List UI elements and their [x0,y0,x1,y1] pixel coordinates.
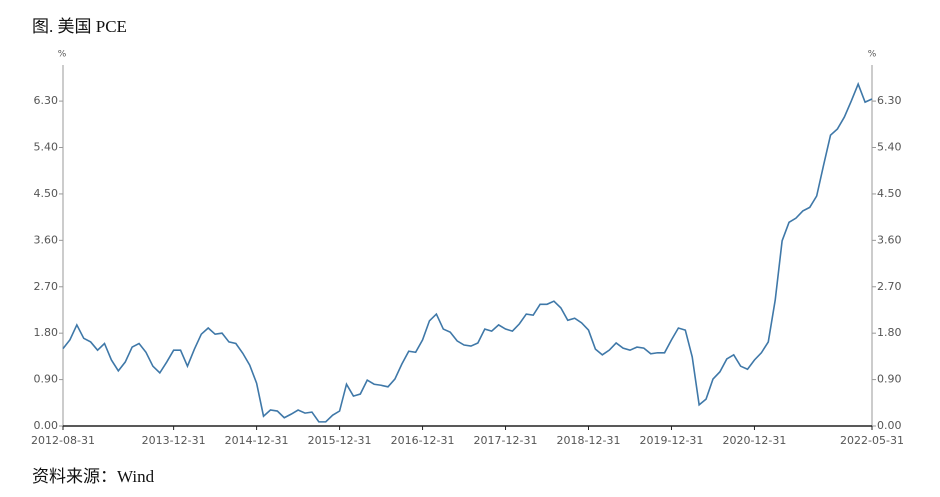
y-tick-label: 6.30 [34,94,59,107]
y2-tick-label: 4.50 [877,187,902,200]
line [62,81,873,423]
y2-tick-label: 0.00 [877,419,902,432]
x-tick-label: 2014-12-31 [225,434,289,447]
y2-unit: % [868,50,877,60]
x-tick-label: 2022-05-31 [840,434,904,447]
y-tick-label: 2.70 [34,280,59,293]
y2-tick-label: 6.30 [877,94,902,107]
x-tick-label: 2016-12-31 [391,434,455,447]
chart-title: 图. 美国 PCE [32,17,127,36]
y2-tick-label: 3.60 [877,233,902,246]
y2-tick-label: 1.80 [877,326,902,339]
x-tick-label: 2015-12-31 [308,434,372,447]
x-tick-label: 2020-12-31 [722,434,786,447]
y-tick-label: 0.90 [34,373,59,386]
y-tick-label: 0.00 [34,419,59,432]
y2-tick-label: 2.70 [877,280,902,293]
y2-tick-label: 0.90 [877,373,902,386]
y-unit: % [58,50,67,60]
y-tick-label: 1.80 [34,326,59,339]
y-tick-label: 3.60 [34,233,59,246]
y-tick-label: 5.40 [34,141,59,154]
x-tick-label: 2018-12-31 [557,434,621,447]
y-tick-label: 4.50 [34,187,59,200]
x-tick-label: 2019-12-31 [640,434,704,447]
y2-tick-label: 5.40 [877,141,902,154]
x-tick-label: 2013-12-31 [142,434,206,447]
x-tick-label: 2017-12-31 [474,434,538,447]
x-tick-label: 2012-08-31 [31,434,95,447]
source: 资料来源：Wind [32,467,155,486]
